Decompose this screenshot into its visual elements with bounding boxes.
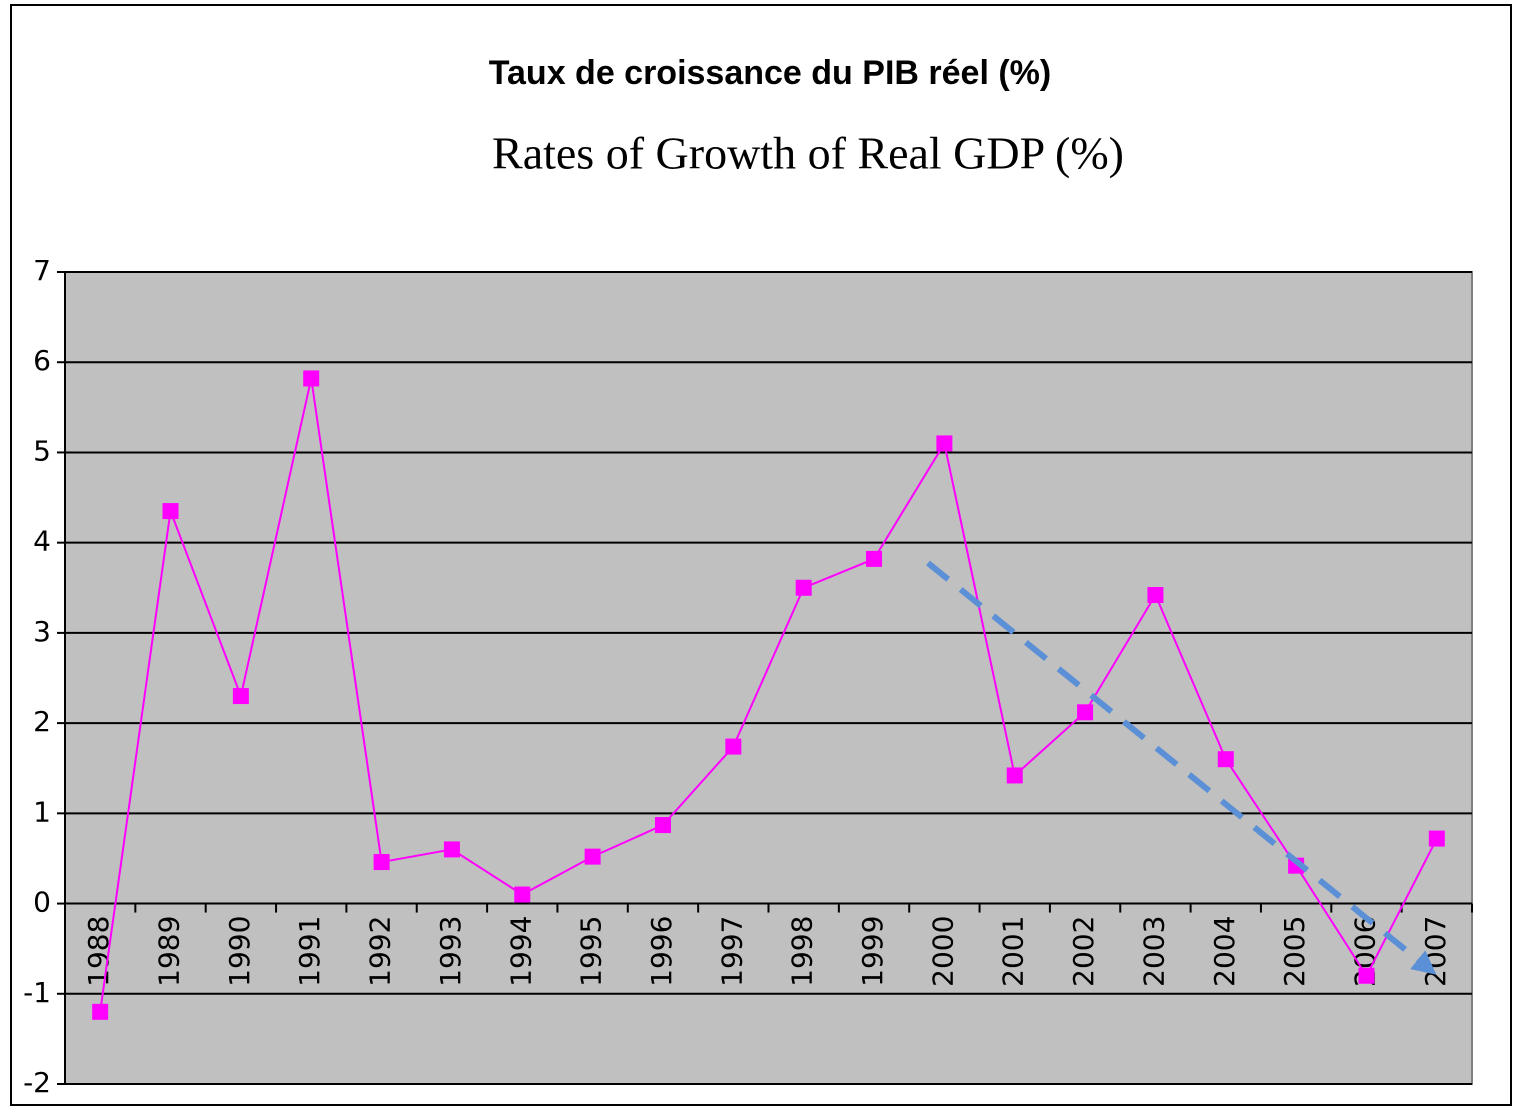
x-tick-label: 1999 — [856, 916, 889, 987]
marker — [303, 370, 320, 387]
marker — [92, 1003, 109, 1020]
chart-title: Taux de croissance du PIB réel (%) — [489, 54, 1051, 92]
marker — [1358, 967, 1375, 984]
y-tick-label: 5 — [33, 434, 51, 467]
x-tick-label: 2001 — [997, 916, 1030, 987]
y-tick-label: -1 — [23, 976, 51, 1009]
series-line — [99, 378, 1438, 1012]
marker — [514, 886, 531, 903]
y-tick-label: 2 — [33, 705, 51, 738]
marker — [443, 841, 460, 858]
marker — [1077, 704, 1094, 721]
trend-arrow — [926, 560, 1437, 975]
marker — [725, 738, 742, 755]
x-tick-label: 1996 — [645, 916, 678, 987]
chart-subtitle: Rates of Growth of Real GDP (%) — [492, 128, 1124, 179]
x-tick-label: 1998 — [786, 916, 819, 987]
x-tick-label: 1992 — [364, 916, 397, 987]
x-tick-label: 1997 — [715, 916, 748, 987]
y-tick-label: 4 — [33, 525, 51, 558]
x-tick-label: 1989 — [153, 916, 186, 987]
marker — [1428, 830, 1445, 847]
x-tick-label: 2005 — [1278, 916, 1311, 987]
marker — [584, 848, 601, 865]
marker — [232, 688, 249, 705]
y-tick-label: 6 — [33, 344, 51, 377]
x-tick-label: 1988 — [82, 916, 115, 987]
x-tick-label: 2007 — [1419, 916, 1452, 987]
marker — [162, 503, 179, 520]
marker — [866, 550, 883, 567]
y-tick-label: 0 — [33, 886, 51, 919]
y-tick-label: 7 — [33, 254, 51, 287]
x-tick-label: 1990 — [223, 916, 256, 987]
x-tick-label: 1993 — [434, 916, 467, 987]
x-tick-label: 2004 — [1208, 916, 1241, 987]
x-tick-label: 1994 — [504, 916, 537, 987]
plot: -2 -1 0 1 2 3 4 5 6 7 1988 1989 1990 1991 1992 1993 1994… — [23, 254, 1473, 1099]
marker — [1217, 751, 1234, 768]
marker — [654, 817, 671, 834]
marker — [936, 435, 953, 452]
marker — [795, 579, 812, 596]
marker — [373, 854, 390, 871]
x-tick-label: 2002 — [1067, 916, 1100, 987]
marker — [1006, 767, 1023, 784]
plot-area — [64, 271, 1473, 1085]
x-tick-label: 2003 — [1137, 916, 1170, 987]
y-tick-label: 1 — [33, 795, 51, 828]
y-tick-label: -2 — [23, 1066, 51, 1099]
marker — [1147, 586, 1164, 603]
x-tick-label: 2000 — [926, 916, 959, 987]
x-tick-label: 1995 — [575, 916, 608, 987]
y-tick-label: 3 — [33, 615, 51, 648]
x-tick-label: 1991 — [293, 916, 326, 987]
